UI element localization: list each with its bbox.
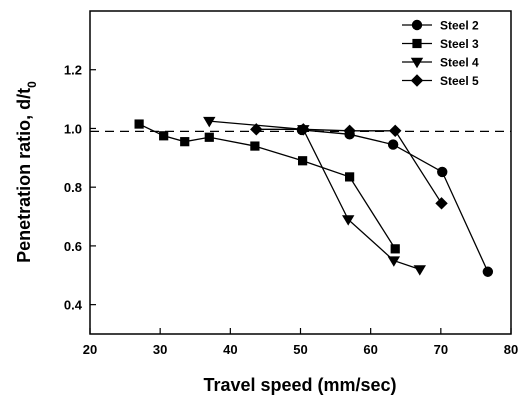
y-tick-label: 1.2 xyxy=(64,63,82,78)
legend-marker xyxy=(410,57,424,69)
data-point xyxy=(298,156,308,166)
y-tick-label: 0.8 xyxy=(64,180,82,195)
legend-marker xyxy=(411,19,423,31)
data-point xyxy=(297,123,310,136)
series-line xyxy=(138,123,396,250)
data-point xyxy=(250,123,263,136)
legend-item: Steel 2 xyxy=(402,19,479,33)
data-point xyxy=(343,124,356,138)
series-2 xyxy=(134,119,400,254)
data-point xyxy=(342,215,355,226)
series-line xyxy=(256,128,443,204)
data-point xyxy=(482,266,494,277)
legend-item: Steel 5 xyxy=(402,74,479,88)
y-axis-title-main: Penetration ratio, d/t xyxy=(14,88,34,263)
data-point xyxy=(345,172,355,182)
x-tick-label: 60 xyxy=(363,342,377,357)
data-point xyxy=(437,166,448,178)
data-point xyxy=(389,124,402,138)
data-point xyxy=(387,139,399,150)
x-tick-label: 20 xyxy=(83,342,97,357)
x-tick-label: 40 xyxy=(223,342,237,357)
y-axis-title-subscript: 0 xyxy=(25,81,39,88)
legend-label: Steel 5 xyxy=(440,74,479,88)
data-point xyxy=(203,116,216,128)
data-point xyxy=(159,131,169,141)
x-tick-label: 80 xyxy=(504,342,518,357)
data-point xyxy=(250,141,260,151)
series-4 xyxy=(250,123,448,210)
data-point xyxy=(134,119,144,129)
legend-label: Steel 2 xyxy=(440,19,479,33)
legend-label: Steel 3 xyxy=(440,37,479,51)
legend-item: Steel 4 xyxy=(402,56,479,70)
legend-item: Steel 3 xyxy=(402,37,479,51)
x-tick-label: 70 xyxy=(434,342,448,357)
legend: Steel 2 Steel 3 Steel 4 Steel 5 xyxy=(402,19,479,88)
data-point xyxy=(390,244,400,254)
y-tick-label: 1.0 xyxy=(64,121,82,136)
data-point xyxy=(180,137,190,147)
data-point xyxy=(413,265,426,276)
y-tick-label: 0.6 xyxy=(64,239,82,254)
x-axis-title: Travel speed (mm/sec) xyxy=(203,375,396,395)
legend-label: Steel 4 xyxy=(440,56,479,70)
series-layer xyxy=(134,116,494,277)
y-axis-title: Penetration ratio, d/t0 xyxy=(14,81,39,263)
data-point xyxy=(435,197,448,210)
legend-marker xyxy=(410,74,424,87)
legend-marker xyxy=(412,38,422,49)
data-point xyxy=(204,132,214,142)
x-tick-label: 50 xyxy=(293,342,307,357)
data-point xyxy=(387,256,401,267)
series-1 xyxy=(296,124,494,277)
y-tick-label: 0.4 xyxy=(64,298,83,313)
x-tick-label: 30 xyxy=(153,342,167,357)
axis-ticks: 20 30 40 50 60 70 80 0.4 0.6 0.8 1.0 1.2 xyxy=(64,63,518,357)
